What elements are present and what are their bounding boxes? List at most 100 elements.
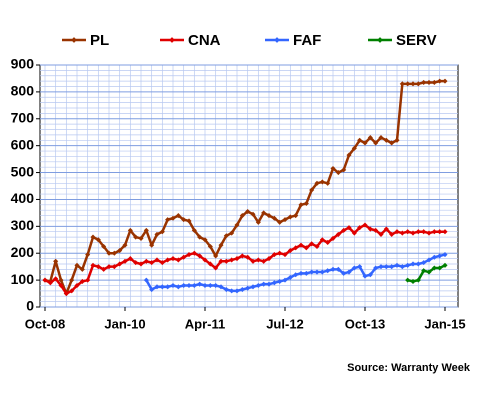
series-marker — [239, 213, 245, 219]
series-marker — [170, 256, 176, 262]
series-marker — [415, 261, 421, 267]
series-marker — [346, 225, 352, 231]
series-marker — [314, 269, 320, 275]
series-marker — [335, 266, 341, 272]
series-marker — [346, 152, 352, 158]
series-marker — [223, 233, 229, 239]
series-marker — [197, 253, 203, 259]
legend-label: PL — [90, 32, 109, 49]
series-marker — [378, 264, 384, 270]
series-marker — [298, 270, 304, 276]
series-marker — [277, 219, 283, 225]
series-marker — [357, 137, 363, 143]
legend-label: FAF — [293, 32, 321, 49]
series-marker — [149, 286, 155, 293]
series-marker — [165, 284, 171, 290]
series-marker — [202, 257, 208, 263]
series-marker — [197, 234, 203, 240]
series-marker — [282, 277, 288, 283]
series-marker — [79, 266, 85, 272]
series-marker — [410, 278, 416, 285]
series-marker — [229, 288, 235, 294]
y-tick-label: 600 — [11, 136, 35, 152]
series-marker — [266, 213, 272, 219]
series-marker — [309, 269, 315, 275]
series-marker — [154, 231, 160, 237]
series-marker — [234, 288, 240, 294]
series-marker — [373, 265, 379, 271]
x-tick-label: Jan-10 — [104, 316, 145, 331]
y-tick-label: 500 — [11, 163, 35, 179]
series-marker — [293, 213, 299, 219]
series-marker — [197, 281, 203, 287]
series-marker — [191, 227, 197, 233]
series-marker — [255, 257, 261, 263]
series-marker — [250, 284, 256, 290]
series-marker — [106, 250, 112, 256]
series-marker — [79, 278, 85, 285]
series-marker — [74, 262, 80, 268]
series-marker — [69, 288, 75, 294]
y-tick-label: 0 — [26, 298, 34, 314]
series-marker — [261, 210, 267, 216]
series-marker — [357, 225, 363, 231]
series-marker — [186, 282, 192, 289]
series-marker — [362, 140, 368, 146]
series-marker — [399, 264, 405, 270]
series-marker — [154, 284, 160, 290]
series-marker — [405, 277, 411, 283]
series-marker — [165, 257, 171, 263]
series-marker — [133, 234, 139, 240]
y-tick-label: 800 — [11, 83, 35, 99]
x-tick-label: Jul-12 — [266, 316, 304, 331]
series-marker — [111, 250, 117, 256]
series-marker — [282, 217, 288, 223]
series-marker — [309, 187, 315, 193]
series-marker — [389, 140, 395, 146]
series-marker — [426, 269, 432, 275]
series-marker — [431, 79, 437, 86]
series-marker — [149, 260, 155, 266]
series-marker — [154, 257, 160, 263]
series-marker — [362, 273, 368, 279]
y-tick-label: 700 — [11, 109, 35, 125]
series-marker — [399, 81, 405, 87]
y-tick-label: 100 — [11, 271, 35, 287]
series-marker — [383, 264, 389, 270]
series-marker — [122, 242, 128, 248]
series-marker — [298, 202, 304, 208]
series-marker — [175, 284, 181, 290]
series-marker — [234, 256, 240, 262]
series-marker — [266, 281, 272, 287]
series-marker — [330, 235, 336, 241]
series-marker — [213, 253, 219, 259]
y-tick-label: 200 — [11, 244, 35, 260]
y-tick-label: 300 — [11, 217, 35, 233]
series-marker — [426, 230, 432, 236]
series-marker — [431, 265, 437, 271]
series-marker — [213, 282, 219, 289]
series-marker — [234, 222, 240, 228]
series-marker — [127, 227, 133, 233]
series-marker — [277, 250, 283, 256]
series-marker — [421, 268, 427, 274]
series-marker — [149, 242, 155, 248]
series-marker — [421, 260, 427, 266]
series-marker — [239, 253, 245, 259]
series-marker — [218, 258, 224, 264]
series-marker — [261, 281, 267, 287]
series-marker — [394, 262, 400, 268]
series-marker — [330, 266, 336, 272]
series-marker — [410, 261, 416, 267]
series-marker — [133, 260, 139, 266]
series-marker — [325, 180, 331, 186]
series-marker — [367, 272, 373, 278]
x-tick-label: Oct-13 — [345, 316, 385, 331]
series-marker — [202, 282, 208, 289]
series-marker — [159, 284, 165, 290]
series-marker — [229, 257, 235, 263]
series-marker — [415, 229, 421, 235]
series-marker — [287, 274, 293, 280]
series-marker — [314, 243, 320, 250]
series-marker — [229, 230, 235, 236]
